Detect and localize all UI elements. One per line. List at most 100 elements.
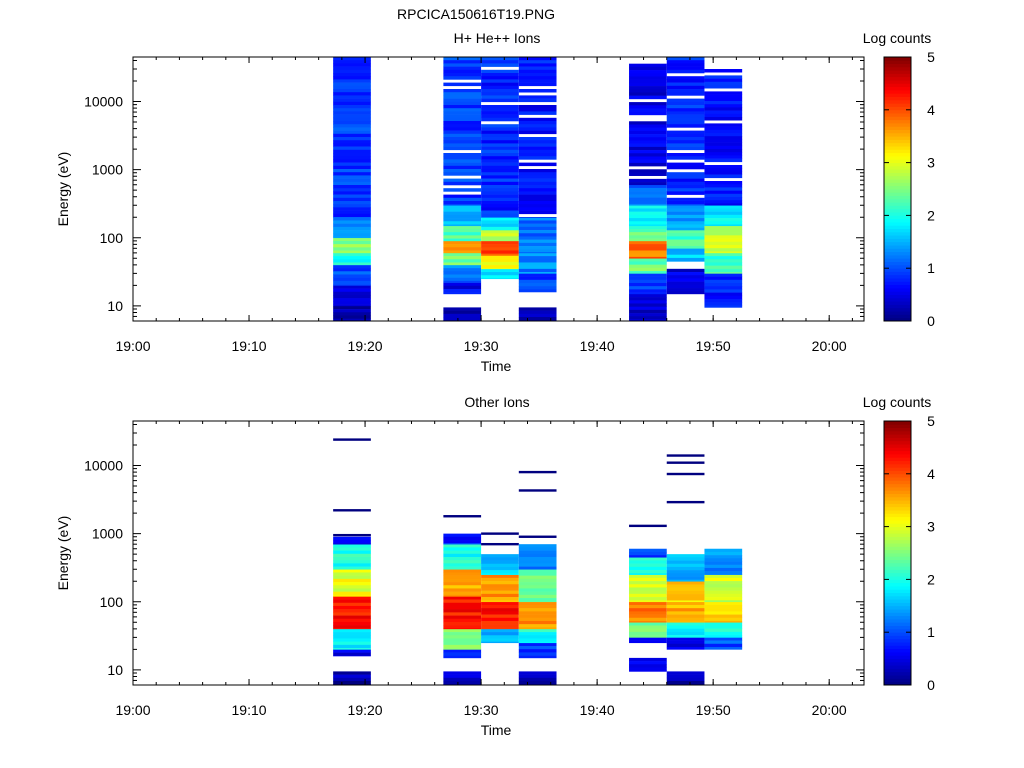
heatmap-area <box>333 438 743 686</box>
heatmap-cell <box>518 655 557 659</box>
colorbar-swatch <box>884 592 911 597</box>
heatmap-cell <box>704 620 743 623</box>
heatmap-cell <box>629 566 667 571</box>
colorbar-swatch <box>884 576 911 580</box>
heatmap-cell <box>443 105 482 109</box>
heatmap-cell <box>333 73 371 77</box>
heatmap-cell <box>704 640 743 645</box>
heatmap-cell <box>704 241 743 246</box>
heatmap-cell <box>518 282 557 287</box>
heatmap-cell <box>443 307 482 311</box>
x-tick-label: 19:10 <box>232 338 267 354</box>
heatmap-cell <box>666 137 705 141</box>
heatmap-cell <box>333 285 371 289</box>
colorbar-swatch <box>884 619 911 623</box>
heatmap-cell <box>481 217 519 221</box>
heatmap-cell <box>704 561 743 566</box>
heatmap-cell <box>704 104 743 108</box>
colorbar-swatch <box>884 645 911 650</box>
colorbar-swatch <box>884 63 911 68</box>
colorbar-swatch <box>884 297 911 302</box>
colorbar-swatch <box>884 106 911 111</box>
heatmap-cell <box>481 210 519 215</box>
heatmap-cell <box>333 76 371 80</box>
heatmap-cell <box>629 111 667 116</box>
colorbar-swatch <box>884 533 911 537</box>
colorbar-swatch <box>884 278 911 282</box>
heatmap-cell <box>443 274 482 278</box>
heatmap-cell <box>629 178 667 183</box>
colorbar-swatch <box>884 248 911 253</box>
heatmap-cell <box>443 641 482 646</box>
heatmap-cell <box>481 233 519 237</box>
heatmap-cell <box>666 261 705 262</box>
heatmap-column <box>704 548 743 650</box>
colorbar-swatch <box>884 314 911 319</box>
heatmap-cell <box>333 95 371 99</box>
colorbar-swatch <box>884 678 911 683</box>
colorbar-swatch <box>884 172 911 177</box>
heatmap-cell <box>704 548 743 553</box>
heatmap-cell <box>333 217 371 221</box>
heatmap-cell <box>443 69 482 74</box>
heatmap-cell <box>629 187 667 192</box>
heatmap-cell <box>443 211 482 216</box>
colorbar-swatch <box>884 251 911 256</box>
heatmap-cell <box>629 625 667 629</box>
heatmap-cell <box>518 57 557 61</box>
heatmap-cell <box>481 573 519 575</box>
colorbar-swatch <box>884 255 911 259</box>
heatmap-cell <box>518 273 557 277</box>
heatmap-cell <box>443 250 482 254</box>
colorbar-swatch <box>884 179 911 183</box>
colorbar-swatch <box>884 487 911 491</box>
heatmap-cell <box>518 317 557 321</box>
x-tick-label: 19:30 <box>464 702 499 718</box>
heatmap-cell <box>704 81 743 86</box>
heatmap-cell <box>481 641 519 644</box>
heatmap-cell <box>518 635 557 639</box>
heatmap-cell <box>333 605 371 610</box>
heatmap-line <box>666 472 705 476</box>
colorbar-swatch <box>884 661 911 666</box>
heatmap-cell <box>333 185 371 189</box>
heatmap-cell <box>629 124 667 128</box>
heatmap-cell <box>629 611 667 615</box>
heatmap-cell <box>443 644 482 649</box>
heatmap-cell <box>629 258 667 262</box>
colorbar-swatch <box>884 454 911 458</box>
heatmap-cell <box>704 574 743 575</box>
heatmap-cell <box>666 208 705 212</box>
heatmap-cell <box>443 262 482 266</box>
colorbar-swatch <box>884 159 911 163</box>
heatmap-cell <box>443 117 482 122</box>
heatmap-cell <box>629 238 667 242</box>
heatmap-cell <box>333 181 371 186</box>
heatmap-cell <box>443 563 482 567</box>
colorbar-frame <box>883 56 912 322</box>
heatmap-cell <box>518 585 557 589</box>
heatmap-cell <box>704 574 743 579</box>
colorbar-swatch <box>884 271 911 276</box>
heatmap-cell <box>333 82 371 87</box>
heatmap-cell <box>666 162 705 167</box>
colorbar-swatch <box>884 73 911 78</box>
heatmap-cell <box>704 187 743 191</box>
colorbar-swatch <box>884 317 911 322</box>
heatmap-cell <box>333 553 371 558</box>
heatmap-cell <box>443 632 482 636</box>
heatmap-cell <box>666 146 705 151</box>
heatmap-cell <box>443 605 482 610</box>
heatmap-cell <box>629 670 667 672</box>
heatmap-cell <box>629 306 667 311</box>
heatmap-cell <box>518 188 557 192</box>
heatmap-cell <box>443 681 482 685</box>
colorbar-swatch <box>884 132 911 137</box>
heatmap-cell <box>333 247 371 251</box>
heatmap-cell <box>704 555 743 559</box>
colorbar-swatch <box>884 189 911 193</box>
heatmap-cell <box>666 181 705 186</box>
heatmap-cell <box>629 256 667 259</box>
heatmap-cell <box>333 63 371 67</box>
heatmap-cell <box>629 614 667 619</box>
